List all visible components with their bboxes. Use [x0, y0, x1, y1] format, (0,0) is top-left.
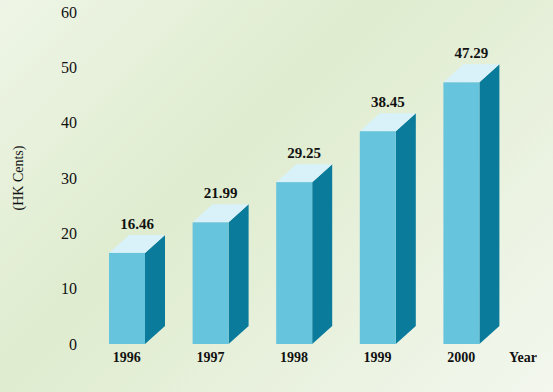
svg-text:21.99: 21.99 [204, 185, 238, 201]
svg-text:1996: 1996 [113, 350, 141, 365]
svg-text:(HK Cents): (HK Cents) [11, 145, 27, 210]
svg-text:1997: 1997 [196, 350, 224, 365]
svg-text:2000: 2000 [447, 350, 475, 365]
svg-text:Year: Year [509, 350, 537, 365]
svg-text:60: 60 [61, 4, 77, 21]
svg-text:10: 10 [61, 280, 77, 297]
svg-text:16.46: 16.46 [120, 216, 154, 232]
svg-text:1999: 1999 [364, 350, 392, 365]
svg-text:1998: 1998 [280, 350, 308, 365]
svg-text:30: 30 [61, 170, 77, 187]
svg-text:50: 50 [61, 59, 77, 76]
svg-text:29.25: 29.25 [287, 145, 321, 161]
svg-text:40: 40 [61, 114, 77, 131]
svg-text:0: 0 [69, 336, 77, 353]
svg-text:20: 20 [61, 225, 77, 242]
svg-text:38.45: 38.45 [371, 94, 405, 110]
svg-text:47.29: 47.29 [455, 45, 489, 61]
